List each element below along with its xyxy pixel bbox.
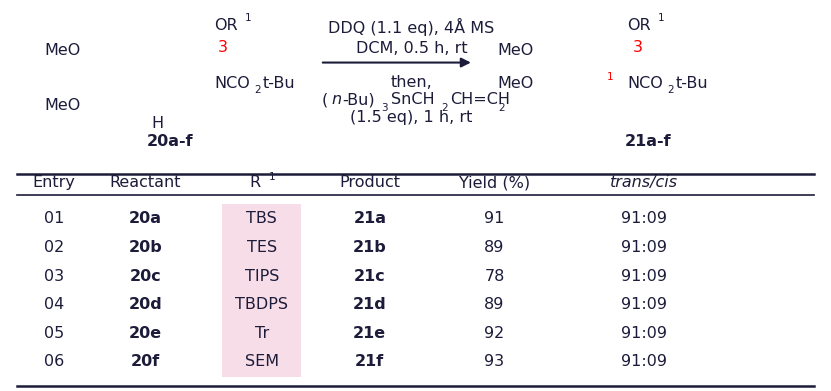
Text: 92: 92 (484, 326, 504, 341)
Text: 21f: 21f (355, 354, 385, 369)
Text: 20f: 20f (130, 354, 160, 369)
Text: 21d: 21d (353, 297, 386, 312)
Text: n: n (332, 92, 342, 107)
Text: 91:09: 91:09 (621, 212, 667, 226)
Text: TIPS: TIPS (244, 269, 279, 283)
Text: 21a-f: 21a-f (625, 134, 671, 149)
Text: t-Bu: t-Bu (676, 76, 708, 91)
Text: 3: 3 (633, 40, 643, 55)
Text: 06: 06 (44, 354, 64, 369)
Text: CH=CH: CH=CH (450, 92, 510, 107)
Text: 20a: 20a (129, 212, 162, 226)
Text: 91:09: 91:09 (621, 326, 667, 341)
Text: 93: 93 (484, 354, 504, 369)
Text: 2: 2 (667, 85, 674, 95)
Text: 89: 89 (484, 240, 504, 255)
Text: (: ( (322, 92, 328, 107)
Text: MeO: MeO (497, 43, 534, 58)
Text: (1.5 eq), 1 h, rt: (1.5 eq), 1 h, rt (350, 110, 473, 125)
Text: 91:09: 91:09 (621, 240, 667, 255)
Text: 03: 03 (44, 269, 64, 283)
Text: 2: 2 (499, 102, 505, 113)
Text: 78: 78 (484, 269, 504, 283)
Text: 91:09: 91:09 (621, 269, 667, 283)
Text: SEM: SEM (244, 354, 279, 369)
Text: 91:09: 91:09 (621, 297, 667, 312)
Text: DDQ (1.1 eq), 4Å MS: DDQ (1.1 eq), 4Å MS (328, 18, 494, 36)
Text: SnCH: SnCH (391, 92, 434, 107)
Text: 21b: 21b (353, 240, 386, 255)
Text: 20a-f: 20a-f (147, 134, 194, 149)
Text: 1: 1 (268, 172, 275, 182)
Text: NCO: NCO (214, 76, 250, 91)
Text: Reactant: Reactant (110, 176, 181, 190)
Text: MeO: MeO (44, 98, 81, 113)
Text: H: H (152, 116, 164, 131)
Text: OR: OR (214, 18, 238, 33)
Text: 1: 1 (607, 72, 613, 82)
Text: 2: 2 (441, 102, 448, 113)
Text: t-Bu: t-Bu (263, 76, 295, 91)
Text: 04: 04 (44, 297, 64, 312)
Text: trans/cis: trans/cis (610, 176, 678, 190)
Text: Entry: Entry (32, 176, 76, 190)
Text: then,: then, (391, 75, 432, 90)
Text: -Bu): -Bu) (342, 92, 375, 107)
Bar (223, 204, 302, 377)
Text: 3: 3 (381, 102, 388, 113)
Text: Yield (%): Yield (%) (459, 176, 530, 190)
Text: 2: 2 (254, 85, 261, 95)
Text: R: R (249, 176, 261, 190)
Text: 20b: 20b (129, 240, 162, 255)
Text: 1: 1 (657, 13, 664, 23)
Text: 05: 05 (44, 326, 64, 341)
Text: 21a: 21a (353, 212, 386, 226)
Text: 01: 01 (44, 212, 64, 226)
Text: TBS: TBS (246, 212, 278, 226)
Text: 20c: 20c (130, 269, 161, 283)
Text: 02: 02 (44, 240, 64, 255)
Text: Product: Product (339, 176, 401, 190)
Text: 20e: 20e (129, 326, 162, 341)
Text: OR: OR (627, 18, 651, 33)
Text: MeO: MeO (497, 76, 534, 91)
Text: 20d: 20d (129, 297, 162, 312)
Text: Tr: Tr (254, 326, 269, 341)
Text: 21c: 21c (354, 269, 386, 283)
Text: MeO: MeO (44, 43, 81, 58)
Text: 3: 3 (218, 40, 228, 55)
Text: 89: 89 (484, 297, 504, 312)
Text: 91: 91 (484, 212, 504, 226)
Text: 1: 1 (244, 13, 251, 23)
Text: TES: TES (247, 240, 277, 255)
Text: 21e: 21e (353, 326, 386, 341)
Text: NCO: NCO (627, 76, 663, 91)
Text: DCM, 0.5 h, rt: DCM, 0.5 h, rt (356, 41, 467, 56)
Text: TBDPS: TBDPS (235, 297, 288, 312)
Text: 91:09: 91:09 (621, 354, 667, 369)
